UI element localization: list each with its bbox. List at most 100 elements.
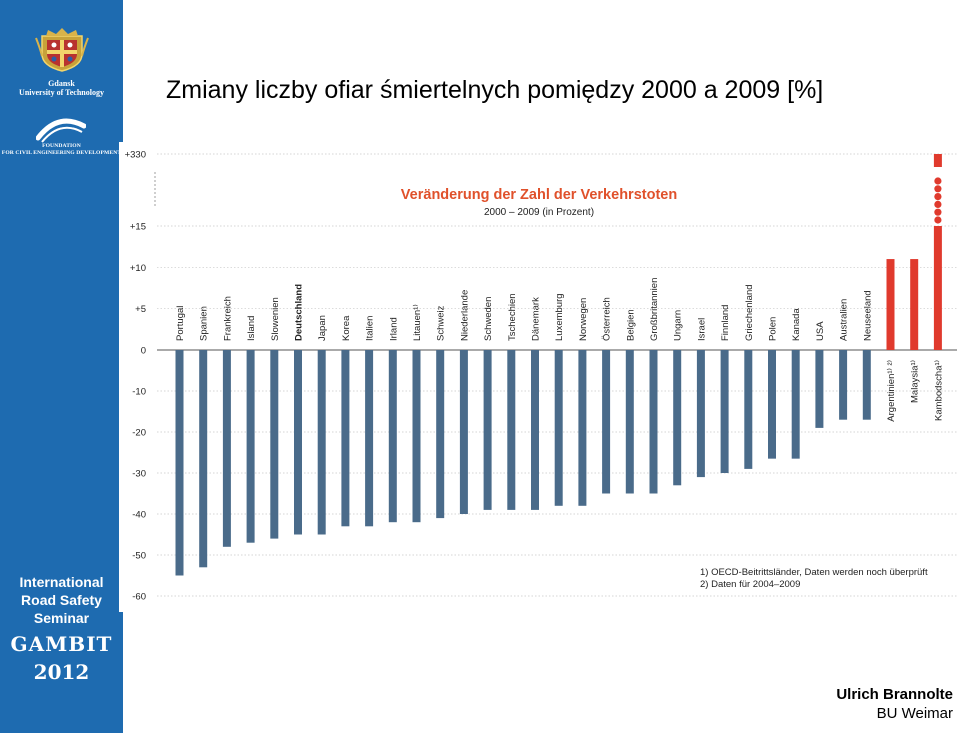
bar-top — [933, 154, 942, 167]
category-label: Niederlande — [459, 290, 470, 341]
category-label: Litauen¹⁾ — [412, 304, 423, 341]
category-label: Polen — [768, 317, 779, 341]
y-tick-label: -40 — [132, 510, 146, 521]
category-label: Norwegen — [578, 298, 589, 341]
bar — [175, 350, 184, 576]
y-tick-label: +10 — [130, 263, 146, 274]
chart-subtitle: 2000 – 2009 (in Prozent) — [484, 207, 594, 218]
bar — [696, 350, 705, 478]
chart-title: Veränderung der Zahl der Verkehrstoten — [401, 187, 677, 203]
category-label: Schweden — [483, 297, 494, 341]
bar — [933, 226, 942, 350]
bar — [507, 350, 516, 510]
y-tick-label: -20 — [132, 428, 146, 439]
bar — [341, 350, 350, 527]
category-label: Island — [246, 316, 257, 341]
slide-title: Zmiany liczby ofiar śmiertelnych pomiędz… — [166, 76, 824, 104]
seminar-line1: International — [19, 574, 104, 590]
category-label: Israel — [696, 318, 707, 341]
bar — [199, 350, 208, 568]
bar-break-dot — [934, 177, 942, 185]
category-label: Österreich — [602, 297, 613, 341]
bar — [317, 350, 326, 535]
bar — [720, 350, 729, 473]
bar — [768, 350, 776, 459]
university-crest-icon — [35, 28, 89, 72]
foundation-bridge-icon — [36, 118, 86, 143]
bar-break-dot — [934, 216, 942, 224]
bar — [246, 350, 255, 543]
y-tick-label: -30 — [132, 469, 146, 480]
category-label: Ungarn — [673, 310, 684, 341]
category-label: Kanada — [791, 308, 802, 341]
bar — [294, 350, 302, 535]
bar-break-dot — [934, 208, 942, 216]
category-label: Japan — [317, 315, 328, 341]
category-label: Irland — [388, 317, 399, 341]
category-label: Spanien — [199, 306, 210, 341]
bar — [365, 350, 374, 527]
bar — [270, 350, 279, 539]
bar — [744, 350, 753, 469]
category-label: Tschechien — [507, 293, 518, 341]
y-tick-label: +15 — [130, 222, 146, 233]
bar-break-dot — [934, 200, 942, 208]
bar — [649, 350, 658, 494]
category-label: Italien — [365, 316, 376, 341]
category-label: Deutschland — [294, 284, 305, 341]
category-label: Luxemburg — [554, 293, 565, 341]
gambit-year: 2012 — [33, 660, 90, 684]
bar — [222, 350, 231, 547]
chart-footnote: 1) OECD-Beitrittsländer, Daten werden no… — [700, 567, 928, 578]
bar-chart: +330 +15 +10 +5 0 -10 -20 -30 -40 -50 -60 Veränderu… — [125, 150, 957, 603]
category-label: Slowenien — [270, 297, 281, 341]
y-tick-label: 0 — [141, 346, 146, 357]
bar — [862, 350, 871, 420]
foundation-name-line1: FOUNDATION — [42, 143, 81, 149]
bar-break-dot — [934, 193, 942, 201]
y-tick-label: -10 — [132, 387, 146, 398]
bar — [531, 350, 539, 510]
y-tick-label: -60 — [132, 592, 146, 603]
category-label: Frankreich — [222, 296, 233, 341]
y-tick-label: +5 — [135, 304, 146, 315]
sidebar: Gdansk University of Technology FOUNDATI… — [0, 0, 123, 733]
category-label: Schweiz — [436, 305, 447, 341]
category-label: Portugal — [175, 306, 186, 341]
author-affiliation: BU Weimar — [876, 705, 953, 722]
bar — [388, 350, 397, 523]
bar — [483, 350, 492, 510]
category-label: Australien — [839, 299, 850, 341]
category-label: Malaysia¹⁾ — [910, 360, 921, 403]
category-label: Griechenland — [744, 284, 755, 341]
bar — [554, 350, 563, 506]
bar — [578, 350, 587, 506]
chart-area: +330 +15 +10 +5 0 -10 -20 -30 -40 -50 -60 Veränderu… — [119, 142, 959, 612]
bar — [886, 259, 895, 350]
y-tick-label: +330 — [125, 150, 146, 161]
author-name: Ulrich Brannolte — [836, 686, 953, 703]
bar — [459, 350, 468, 514]
bar-break-dot — [934, 185, 942, 193]
foundation-name-line2: FOR CIVIL ENGINEERING DEVELOPMENT — [1, 150, 122, 156]
category-label: Belgien — [625, 309, 636, 341]
university-name-line1: Gdansk — [48, 79, 75, 88]
bar — [910, 259, 919, 350]
category-label: Argentinien¹⁾ ²⁾ — [886, 360, 897, 422]
university-name-line2: University of Technology — [19, 88, 104, 97]
bar — [625, 350, 634, 494]
bar — [436, 350, 445, 519]
category-label: Großbritannien — [649, 278, 660, 341]
bar — [791, 350, 800, 459]
y-tick-label: -50 — [132, 551, 146, 562]
category-label: USA — [815, 321, 826, 341]
bar — [412, 350, 421, 523]
seminar-line3: Seminar — [33, 610, 90, 626]
bar — [815, 350, 824, 428]
chart-footnote: 2) Daten für 2004–2009 — [700, 579, 800, 590]
bar — [602, 350, 611, 494]
bar — [839, 350, 848, 420]
gambit-logo-text: GAMBIT — [10, 632, 113, 656]
category-label: Finnland — [720, 305, 731, 341]
category-label: Kambodscha¹⁾ — [933, 360, 944, 421]
